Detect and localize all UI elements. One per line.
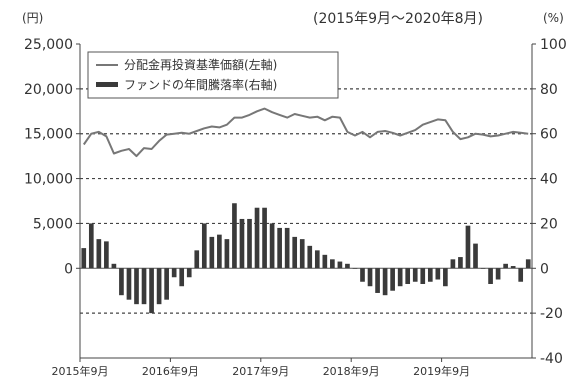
bar	[186, 268, 192, 278]
right-tick-label: 40	[540, 172, 558, 188]
bar	[330, 259, 335, 269]
x-tick-label: 2018年9月	[323, 364, 380, 378]
left-axis-ticks: 25,000 20,000 15,000 10,000 5,000 0	[24, 37, 80, 277]
bar	[322, 254, 328, 269]
legend: 分配金再投資基準価額(左軸) ファンドの年間騰落率(右軸)	[87, 51, 339, 99]
bar	[480, 268, 486, 269]
bar	[510, 266, 516, 269]
price-line	[82, 107, 529, 158]
bar	[179, 268, 185, 287]
legend-bar-swatch	[96, 82, 118, 87]
bar	[88, 223, 94, 269]
x-tick-label: 2016年9月	[142, 364, 199, 378]
bar	[495, 268, 501, 280]
legend-line-label: 分配金再投資基準価額(左軸)	[124, 57, 277, 72]
bar	[390, 268, 395, 291]
bar	[314, 250, 320, 269]
bar	[375, 268, 380, 293]
left-axis-unit: (円)	[22, 11, 43, 25]
bar	[217, 234, 222, 269]
bar	[345, 263, 350, 269]
bar	[119, 268, 124, 296]
bar	[443, 268, 448, 287]
bar	[164, 268, 169, 300]
gridlines	[80, 88, 532, 314]
bar	[171, 268, 177, 278]
bar	[503, 263, 508, 269]
bar	[126, 268, 132, 300]
line-series	[82, 107, 529, 158]
bar	[254, 207, 260, 269]
right-tick-label: 0	[540, 261, 549, 277]
legend-box	[87, 51, 339, 99]
bar	[247, 218, 252, 269]
legend-bar-label: ファンドの年間騰落率(右軸)	[124, 77, 277, 92]
right-tick-label: 100	[540, 37, 567, 53]
left-tick-label: 15,000	[24, 127, 73, 143]
bar	[427, 268, 433, 282]
bar	[232, 203, 237, 269]
bar	[360, 268, 365, 282]
bar	[224, 239, 230, 269]
right-tick-label: -20	[540, 306, 563, 322]
bar	[307, 245, 313, 269]
bar-series	[81, 203, 531, 314]
bar	[435, 268, 441, 280]
bar	[518, 268, 524, 282]
x-tick-label: 2015年9月	[52, 364, 109, 378]
left-tick-label: 25,000	[24, 37, 73, 53]
bar	[299, 239, 305, 269]
bar	[149, 268, 154, 314]
x-tick-label: 2019年9月	[413, 364, 470, 378]
bar	[337, 261, 343, 269]
x-tick-label: 2017年9月	[232, 364, 289, 378]
bar	[201, 223, 207, 269]
bar	[473, 243, 478, 269]
bar	[450, 259, 456, 269]
left-tick-label: 0	[64, 261, 73, 277]
right-tick-label: 80	[540, 82, 558, 98]
bar	[141, 268, 147, 305]
bar	[81, 248, 87, 269]
bar	[209, 236, 215, 269]
left-tick-label: 5,000	[33, 216, 73, 232]
right-tick-label: 20	[540, 216, 558, 232]
bar	[277, 227, 282, 269]
bar	[292, 236, 298, 269]
bar	[397, 268, 403, 287]
axes	[79, 44, 533, 359]
bar	[458, 257, 463, 269]
right-axis-unit: (%)	[543, 11, 564, 25]
left-tick-label: 20,000	[24, 82, 73, 98]
bar	[382, 268, 388, 296]
bar	[104, 241, 109, 269]
bar	[525, 259, 531, 269]
x-axis-ticks: 2015年9月 2016年9月 2017年9月 2018年9月 2019年9月	[52, 358, 470, 378]
bar	[488, 268, 493, 284]
bar	[96, 239, 102, 269]
bar	[239, 218, 245, 269]
bar	[156, 268, 162, 305]
bar	[284, 227, 290, 269]
bar	[111, 263, 117, 269]
bar	[352, 268, 358, 269]
bar	[465, 225, 471, 269]
right-tick-label: -40	[540, 351, 563, 367]
bar	[269, 223, 275, 269]
left-tick-label: 10,000	[24, 172, 73, 188]
bar	[262, 207, 267, 269]
bar	[405, 268, 411, 284]
bar	[134, 268, 139, 305]
bar	[412, 268, 418, 282]
bar	[194, 250, 200, 269]
bar	[420, 268, 426, 284]
bar	[367, 268, 373, 287]
right-axis-ticks: 100 80 60 40 20 0 -20 -40	[532, 37, 567, 367]
right-tick-label: 60	[540, 127, 558, 143]
chart-period: (2015年9月〜2020年8月)	[313, 11, 483, 27]
